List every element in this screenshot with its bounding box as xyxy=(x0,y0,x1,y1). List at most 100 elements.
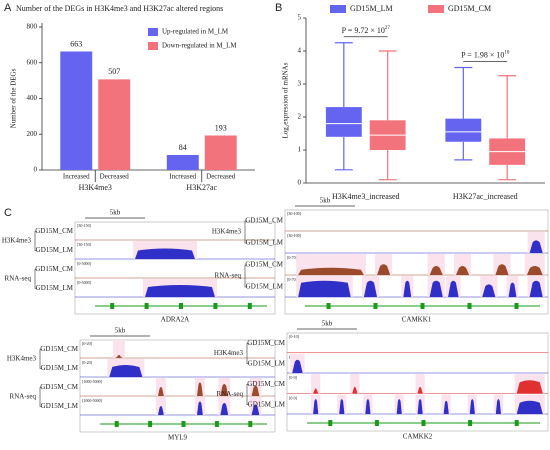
scale-label: 5kb xyxy=(322,320,333,328)
signal xyxy=(251,404,260,415)
track-range: [0-5000] xyxy=(77,280,92,285)
legend-swatch xyxy=(148,42,158,50)
highlight xyxy=(350,374,360,394)
track-range: [0-9] xyxy=(289,375,298,380)
track-name: GD15M_CM xyxy=(40,345,79,353)
track-name: GD15M_CM xyxy=(245,261,284,269)
signal xyxy=(529,240,543,253)
track-range: [0-20] xyxy=(82,360,93,365)
track-range: [1000-5000] xyxy=(82,379,103,384)
track-range: [0-20] xyxy=(82,341,93,346)
signal xyxy=(339,399,345,414)
y-tick-label: 600 xyxy=(27,58,38,66)
signal xyxy=(417,399,423,414)
group-bracket xyxy=(39,349,42,369)
signal xyxy=(526,266,543,275)
y-tick-label: 4 xyxy=(298,47,302,55)
track-frame xyxy=(74,221,276,315)
track-name: GD15M_LM xyxy=(246,239,284,247)
group-label: H3K4me3 xyxy=(7,355,37,363)
track-range: [0-9] xyxy=(289,395,298,400)
signal xyxy=(529,280,543,297)
y-axis-label: Number of the DEGs xyxy=(10,68,18,128)
exon xyxy=(148,421,153,427)
x-tick-label: H3K4me3 xyxy=(79,183,112,192)
x-tick-label: H3K27ac xyxy=(186,183,217,192)
exon xyxy=(328,420,333,426)
legend-swatch xyxy=(330,5,346,13)
group-label: H3K4me3 xyxy=(212,228,242,236)
group-bracket xyxy=(244,220,247,244)
exon xyxy=(374,420,379,426)
signal xyxy=(448,280,459,297)
group-label: RNA-seq xyxy=(10,393,37,401)
y-tick-label: 400 xyxy=(27,94,38,102)
track-frame xyxy=(284,209,549,315)
signal xyxy=(469,399,475,414)
exon xyxy=(213,303,218,309)
track-range: [0-70] xyxy=(287,255,298,260)
legend-swatch xyxy=(148,28,158,36)
track-name: GD15M_CM xyxy=(40,383,79,391)
track-name: GD15M_CM xyxy=(247,339,286,347)
y-tick-label: 0 xyxy=(298,179,302,187)
signal xyxy=(429,266,443,275)
scale-label: 5kb xyxy=(115,327,126,335)
signal xyxy=(135,248,195,259)
signal xyxy=(429,280,443,297)
signal xyxy=(145,285,215,297)
signal xyxy=(396,399,402,414)
data-label: 663 xyxy=(70,39,82,48)
signal xyxy=(516,380,543,394)
y-tick-label: 800 xyxy=(27,23,38,31)
data-label: 193 xyxy=(215,123,227,132)
exon xyxy=(467,303,472,309)
signal xyxy=(158,406,164,415)
gene-name: CAMKK2 xyxy=(403,433,433,441)
group-bracket xyxy=(34,231,37,251)
group-label: H3K4me3 xyxy=(214,349,244,357)
group-label: RNA-seq xyxy=(217,390,244,398)
exon xyxy=(114,421,119,427)
chart-title: Number of the DEGs in H3K4me3 and H3K27a… xyxy=(16,4,223,13)
track-name: GD15M_CM xyxy=(247,380,286,388)
data-label: 507 xyxy=(108,67,120,76)
track-name: GD15M_LM xyxy=(246,283,284,291)
signal xyxy=(158,387,164,396)
signal xyxy=(495,264,509,275)
bar xyxy=(204,135,237,170)
legend-label: Up-regulated in M_LM xyxy=(162,28,229,36)
panel-letter: B xyxy=(275,2,282,14)
x-tick-label: H3K4me3_increased xyxy=(332,192,400,201)
group-bracket xyxy=(39,387,42,407)
exon xyxy=(248,421,253,427)
highlight xyxy=(113,340,125,358)
bar-label: Decreased xyxy=(206,173,236,181)
bar-label: Increased xyxy=(169,173,196,181)
signal xyxy=(495,399,502,414)
track-name: GD15M_LM xyxy=(41,364,79,372)
signal xyxy=(109,365,143,377)
signal xyxy=(313,388,319,394)
signal xyxy=(365,399,371,414)
signal xyxy=(352,386,358,394)
x-tick-label: H3K27ac_increased xyxy=(453,192,518,201)
exon xyxy=(181,421,186,427)
y-tick-label: 200 xyxy=(27,130,38,138)
track-name: GD15M_CM xyxy=(35,265,74,273)
legend-swatch xyxy=(428,5,444,13)
track-range: [30-100] xyxy=(287,211,302,216)
p-value: P = 9.72 × 1027 xyxy=(342,26,391,35)
scale-label: 5kb xyxy=(320,197,331,205)
track-frame xyxy=(286,332,549,432)
group-label: RNA-seq xyxy=(215,272,242,280)
gene-name: MYL9 xyxy=(168,434,188,442)
group-bracket xyxy=(244,264,247,288)
track-name: GD15M_LM xyxy=(36,246,74,254)
legend-label: GD15M_LM xyxy=(350,4,393,13)
signal xyxy=(251,385,260,396)
highlight xyxy=(311,374,321,394)
panel-letter: C xyxy=(4,207,12,219)
track-range: [1000-5000] xyxy=(82,398,103,403)
